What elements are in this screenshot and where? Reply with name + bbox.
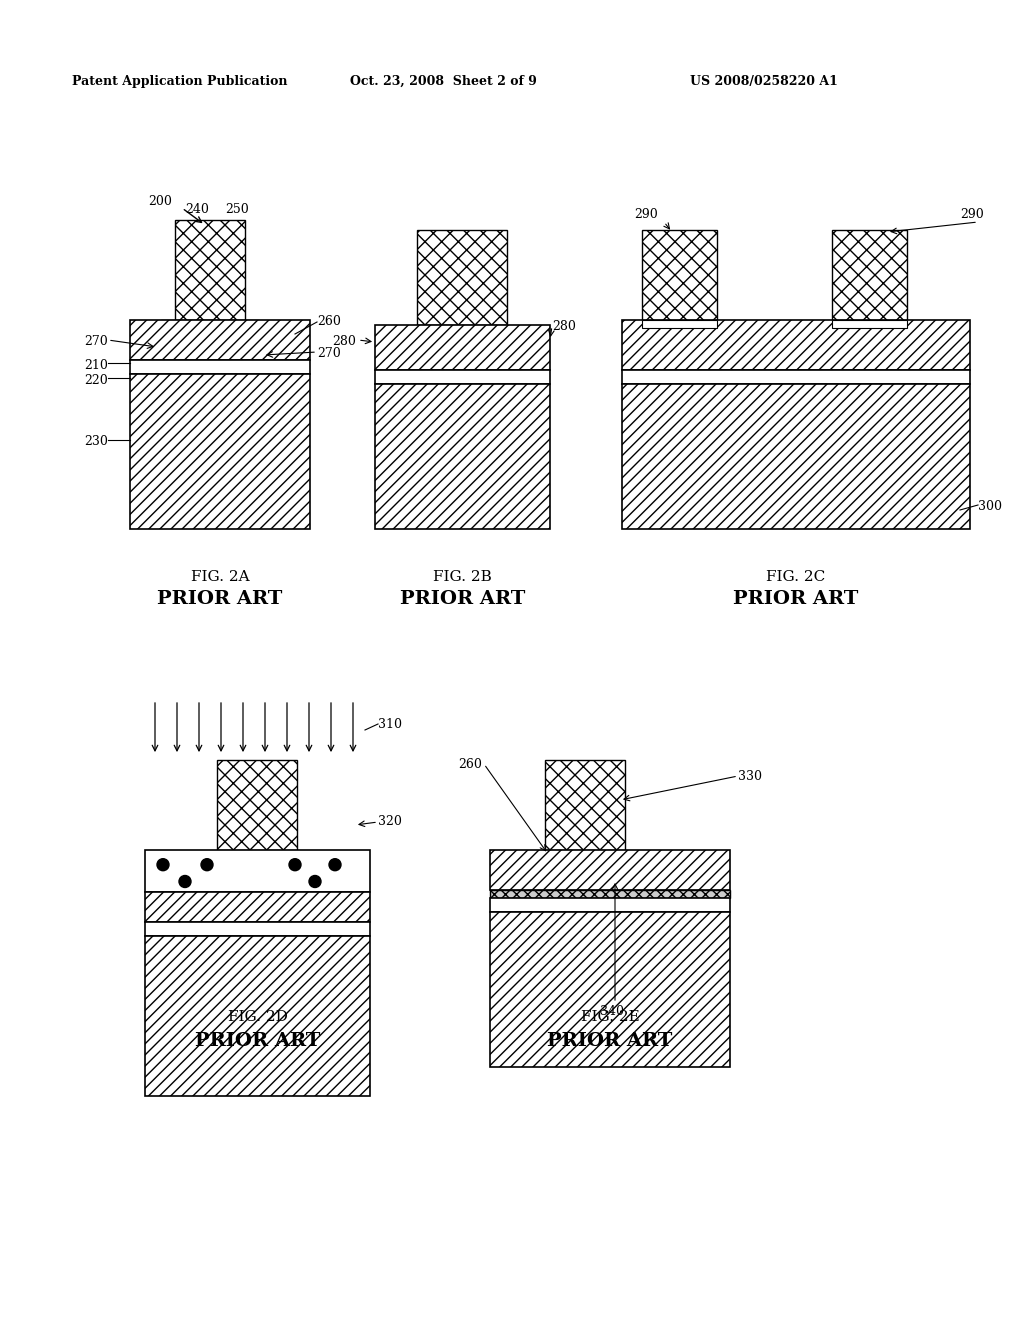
Bar [490, 912, 730, 1067]
Bar [375, 325, 550, 370]
Text: 290: 290 [634, 209, 657, 220]
Text: 250: 250 [225, 203, 249, 216]
Text: FIG. 2D: FIG. 2D [227, 1010, 288, 1024]
Bar [145, 850, 370, 892]
Text: 270: 270 [317, 347, 341, 360]
Bar [145, 936, 370, 1096]
Text: 280: 280 [552, 319, 575, 333]
Bar [622, 319, 970, 370]
Text: 340: 340 [600, 1005, 624, 1018]
Text: 330: 330 [738, 770, 762, 783]
Bar [831, 319, 907, 327]
Bar [130, 374, 310, 529]
Text: US 2008/0258220 A1: US 2008/0258220 A1 [690, 75, 838, 88]
Circle shape [309, 875, 321, 887]
Circle shape [179, 875, 191, 887]
Bar [642, 319, 717, 327]
Text: 290: 290 [961, 209, 984, 220]
Text: PRIOR ART: PRIOR ART [399, 590, 525, 609]
Bar [175, 220, 245, 319]
Text: PRIOR ART: PRIOR ART [547, 1032, 673, 1049]
Bar [175, 319, 245, 330]
Bar [375, 370, 550, 384]
Text: 320: 320 [378, 814, 401, 828]
Text: 300: 300 [978, 500, 1002, 513]
Text: Patent Application Publication: Patent Application Publication [72, 75, 288, 88]
Text: 270: 270 [84, 335, 108, 348]
Text: PRIOR ART: PRIOR ART [158, 590, 283, 609]
Text: 200: 200 [148, 195, 172, 209]
Text: 230: 230 [84, 436, 108, 447]
Bar [490, 850, 730, 890]
Text: FIG. 2B: FIG. 2B [433, 570, 492, 583]
Circle shape [201, 859, 213, 871]
Bar [130, 360, 310, 374]
Bar [831, 230, 907, 319]
Bar [245, 319, 259, 355]
Text: PRIOR ART: PRIOR ART [733, 590, 859, 609]
Text: PRIOR ART: PRIOR ART [195, 1032, 321, 1049]
Bar [490, 898, 730, 912]
Text: 280: 280 [332, 335, 356, 348]
Text: 260: 260 [317, 315, 341, 327]
Bar [145, 921, 370, 936]
Text: FIG. 2A: FIG. 2A [190, 570, 249, 583]
Circle shape [329, 859, 341, 871]
Text: Oct. 23, 2008  Sheet 2 of 9: Oct. 23, 2008 Sheet 2 of 9 [350, 75, 537, 88]
Bar [217, 760, 297, 850]
Bar [545, 850, 625, 861]
Bar [145, 892, 370, 921]
Bar [161, 319, 175, 355]
Text: 210: 210 [84, 359, 108, 372]
Bar [417, 325, 507, 335]
Bar [545, 760, 625, 850]
Bar [130, 319, 310, 360]
Bar [622, 370, 970, 384]
Circle shape [157, 859, 169, 871]
Bar [417, 230, 507, 325]
Text: 220: 220 [84, 374, 108, 387]
Bar [490, 890, 730, 898]
Circle shape [289, 859, 301, 871]
Text: 260: 260 [458, 758, 482, 771]
Bar [622, 384, 970, 529]
Bar [375, 384, 550, 529]
Text: 240: 240 [185, 203, 209, 216]
Text: FIG. 2C: FIG. 2C [766, 570, 825, 583]
Text: 310: 310 [378, 718, 402, 731]
Bar [642, 230, 717, 319]
Text: FIG. 2E: FIG. 2E [581, 1010, 639, 1024]
